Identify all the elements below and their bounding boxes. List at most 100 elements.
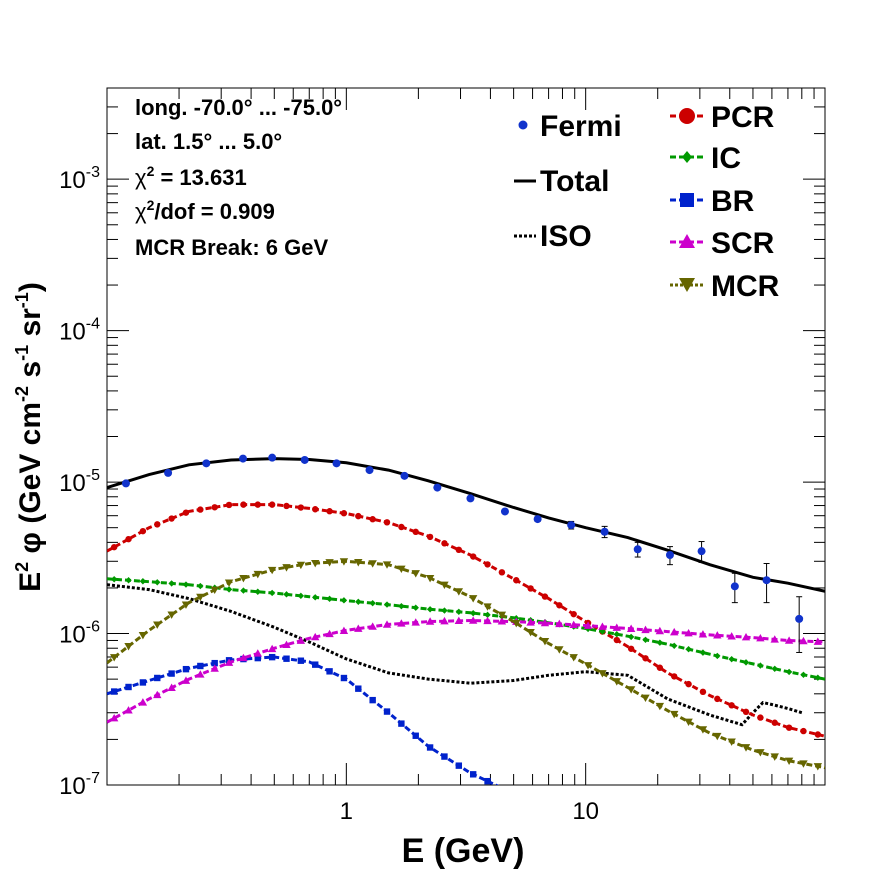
series-br-marker	[484, 777, 491, 785]
series-pcr-marker	[484, 561, 491, 568]
legend-br-marker	[680, 193, 694, 207]
y-tick-label-base: 10	[59, 773, 86, 800]
y-title-mid: φ (GeV cm	[14, 402, 47, 562]
series-pcr-marker	[800, 727, 807, 735]
fermi-point	[365, 466, 374, 475]
series-pcr-marker	[154, 521, 161, 528]
fermi-point	[633, 545, 642, 554]
series-scr-marker	[612, 623, 621, 631]
series-mcr-marker	[167, 611, 176, 619]
series-br-marker	[168, 670, 175, 677]
y-title-sup1: 2	[12, 562, 32, 572]
series-pcr-marker	[714, 695, 721, 703]
fermi-point	[730, 582, 739, 591]
series-mcr-marker	[425, 574, 435, 583]
series-mcr-marker	[153, 621, 162, 629]
series-pcr-marker	[441, 540, 448, 547]
series-scr-marker	[670, 627, 679, 636]
series-scr-marker	[655, 626, 665, 635]
series-scr-marker	[483, 616, 492, 625]
series-scr-line	[107, 618, 825, 724]
series-scr-marker	[153, 690, 162, 699]
series-pcr-marker	[527, 585, 534, 592]
series-mcr-marker	[339, 558, 349, 566]
legend-iso-label: ISO	[540, 220, 592, 253]
series-br-marker	[441, 753, 448, 760]
series-pcr-marker	[771, 719, 778, 726]
info-chi2dof-sym: χ	[135, 199, 147, 224]
series-scr-marker	[196, 670, 205, 678]
series-ic-marker	[168, 580, 175, 587]
info-chi2: χ2 = 13.631	[135, 163, 247, 190]
series-ic-marker	[814, 674, 822, 681]
series-mcr-marker	[468, 595, 478, 603]
series-ic-marker	[326, 595, 333, 603]
y-tick-label-base: 10	[59, 319, 86, 346]
series-ic-marker	[182, 581, 190, 588]
series-br-marker	[125, 683, 132, 691]
fermi-point	[433, 483, 442, 492]
fermi-point	[238, 454, 247, 463]
fermi-point	[795, 614, 804, 623]
y-tick-label-base: 10	[59, 622, 86, 649]
series-pcr	[107, 501, 825, 738]
legend-fermi-label: Fermi	[540, 110, 622, 143]
series-pcr-marker	[556, 602, 563, 609]
series-br-line	[107, 655, 500, 785]
series-mcr-marker	[684, 718, 693, 727]
series-pcr-marker	[340, 510, 348, 517]
series-scr-marker	[124, 706, 133, 714]
legend-scr-label: SCR	[711, 227, 775, 260]
series-ic-marker	[627, 633, 635, 641]
series-br	[107, 653, 500, 785]
series-br-marker	[154, 674, 161, 682]
series-br-marker	[326, 668, 333, 675]
fermi-point	[665, 551, 674, 560]
series-ic-marker	[398, 602, 405, 610]
series-br-marker	[398, 720, 405, 727]
series-pcr-marker	[240, 501, 247, 508]
series-ic-marker	[714, 652, 721, 660]
series-ic-marker	[441, 607, 448, 614]
series-ic-marker	[240, 587, 247, 594]
info-mcr-break: MCR Break: 6 GeV	[135, 235, 329, 260]
series-scr-marker	[770, 635, 779, 643]
series-ic-marker	[110, 576, 118, 583]
series-br-marker	[426, 744, 434, 751]
legend-ic-label: IC	[711, 142, 741, 175]
series-br-marker	[383, 708, 391, 715]
info-box: long. -70.0° ... -75.0° lat. 1.5° ... 5.…	[135, 95, 342, 260]
info-chi2-sym: χ	[135, 165, 147, 190]
series-pcr-marker	[498, 569, 506, 576]
y-title-mid3: sr	[14, 308, 47, 345]
series-mcr-marker	[282, 564, 291, 572]
series-ic-marker	[484, 611, 491, 619]
series-br-marker	[254, 654, 261, 662]
series-ic-marker	[312, 594, 319, 601]
series-mcr-marker	[569, 654, 578, 662]
series-br-marker	[139, 679, 147, 686]
series-mcr-marker	[440, 581, 449, 589]
series-pcr-marker	[197, 506, 204, 513]
series-pcr-marker	[642, 655, 649, 662]
series-pcr-marker	[254, 501, 261, 508]
series-scr-marker	[598, 622, 607, 630]
series-ic-marker	[757, 662, 764, 669]
series-pcr-marker	[541, 593, 549, 600]
series-scr-marker	[325, 629, 334, 638]
y-title-end: )	[14, 282, 47, 292]
series-br-marker	[283, 655, 290, 662]
series-mcr-marker	[583, 662, 593, 670]
series-mcr-marker	[454, 588, 464, 596]
series-scr-marker	[540, 618, 550, 627]
series-scr-marker	[555, 619, 564, 628]
info-chi2dof: χ2/dof = 0.909	[135, 197, 275, 224]
series-mcr-marker	[210, 586, 219, 595]
series-scr-marker	[397, 619, 406, 627]
series-ic-marker	[254, 588, 261, 595]
series-mcr-marker	[526, 629, 535, 637]
info-chi2-sup: 2	[147, 163, 155, 179]
series-mcr-marker	[612, 678, 621, 686]
series-mcr-marker	[727, 738, 736, 746]
plot-lines	[107, 457, 825, 785]
